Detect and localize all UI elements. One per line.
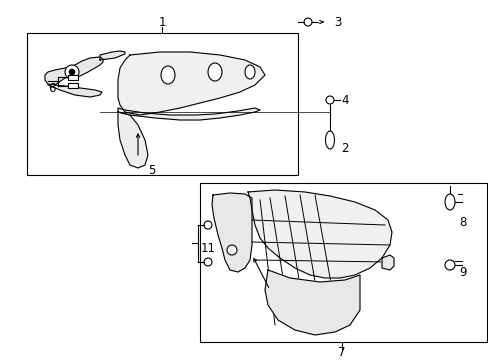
Bar <box>68 83 78 88</box>
Text: 10: 10 <box>272 292 287 305</box>
Polygon shape <box>45 57 103 85</box>
Text: 9: 9 <box>458 266 466 279</box>
Circle shape <box>444 260 454 270</box>
Text: 2: 2 <box>341 141 348 154</box>
Text: 11: 11 <box>200 242 215 255</box>
Polygon shape <box>118 108 260 120</box>
Polygon shape <box>100 51 125 60</box>
Text: 8: 8 <box>458 216 466 229</box>
Circle shape <box>203 221 212 229</box>
Text: 4: 4 <box>341 94 348 107</box>
Text: 3: 3 <box>334 15 341 28</box>
Polygon shape <box>247 190 391 278</box>
Ellipse shape <box>161 66 175 84</box>
Ellipse shape <box>207 63 222 81</box>
Ellipse shape <box>444 194 454 210</box>
Ellipse shape <box>244 65 254 79</box>
Text: 5: 5 <box>148 163 155 176</box>
Polygon shape <box>48 85 102 97</box>
Polygon shape <box>381 255 393 270</box>
Text: 1: 1 <box>158 15 165 28</box>
Bar <box>27 33 297 175</box>
Circle shape <box>226 245 237 255</box>
Text: 6: 6 <box>48 81 56 94</box>
Bar <box>200 183 486 342</box>
Circle shape <box>65 65 79 79</box>
Circle shape <box>69 69 75 75</box>
Polygon shape <box>212 193 251 272</box>
Bar <box>68 75 78 80</box>
Polygon shape <box>118 52 264 115</box>
Polygon shape <box>118 112 148 168</box>
Text: 7: 7 <box>338 346 345 359</box>
Circle shape <box>203 258 212 266</box>
Polygon shape <box>264 270 359 335</box>
